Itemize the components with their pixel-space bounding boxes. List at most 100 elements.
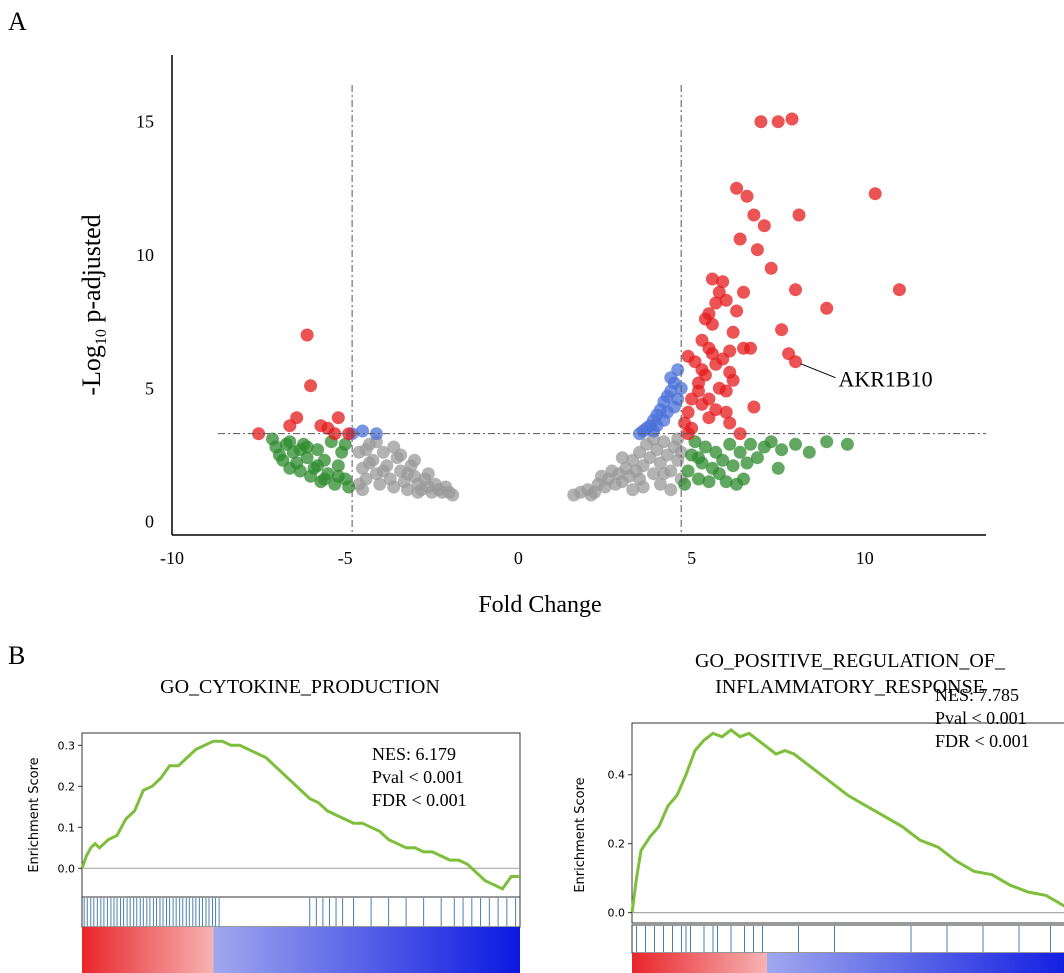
point-not-significant bbox=[376, 445, 390, 459]
point-not-significant bbox=[376, 464, 390, 478]
gsea-axes-frame bbox=[631, 722, 1064, 924]
annotation-leader-line bbox=[800, 363, 836, 379]
point-near-threshold bbox=[664, 371, 678, 385]
point-fold-change-only bbox=[681, 464, 695, 478]
x-tick-label: -5 bbox=[338, 548, 353, 568]
point-not-significant bbox=[401, 483, 414, 497]
point-significant bbox=[702, 392, 716, 406]
point-significant bbox=[681, 405, 695, 419]
nes-text: NES: 7.785 bbox=[935, 685, 1019, 705]
point-not-significant bbox=[664, 483, 678, 497]
point-significant bbox=[789, 355, 802, 369]
point-fold-change-only bbox=[702, 475, 716, 489]
x-axis-label: Fold Change bbox=[478, 592, 601, 618]
point-significant bbox=[747, 400, 761, 414]
point-not-significant bbox=[615, 451, 629, 465]
point-significant bbox=[730, 304, 744, 318]
rank-colorbar bbox=[632, 953, 1064, 973]
gsea-axes-frame bbox=[81, 732, 521, 898]
point-not-significant bbox=[605, 464, 619, 478]
hit-strip bbox=[631, 924, 1064, 954]
point-significant bbox=[785, 112, 799, 126]
point-not-significant bbox=[373, 477, 387, 491]
gsea-title-inflammatory-line1: GO_POSITIVE_REGULATION_OF_ bbox=[695, 650, 1006, 672]
gsea-plot-inflammatory: GO_POSITIVE_REGULATION_OF_ INFLAMMATORY_… bbox=[573, 650, 1064, 973]
point-near-threshold bbox=[647, 424, 660, 438]
y-tick-label: 10 bbox=[136, 245, 154, 265]
point-not-significant bbox=[446, 488, 460, 502]
volcano-tick-labels: -10 -5 0 5 10 0 5 10 15 bbox=[136, 112, 874, 568]
point-significant bbox=[300, 328, 314, 342]
point-significant bbox=[723, 416, 737, 430]
point-significant bbox=[733, 427, 747, 441]
point-significant bbox=[705, 272, 719, 286]
point-fold-change-only bbox=[719, 475, 733, 489]
point-significant bbox=[868, 187, 882, 201]
gsea-plot-cytokine: GO_CYTOKINE_PRODUCTION 0.0 0.1 0.2 0.3 Enri… bbox=[27, 676, 521, 973]
point-significant bbox=[719, 405, 733, 419]
point-significant bbox=[304, 379, 318, 393]
gsea-y-axis-label: Enrichment Score bbox=[573, 777, 588, 892]
point-significant bbox=[290, 411, 304, 425]
panel-label-a: A bbox=[8, 7, 27, 36]
point-significant bbox=[892, 283, 906, 297]
y-tick-label: 0.2 bbox=[58, 780, 76, 793]
point-fold-change-only bbox=[723, 437, 737, 451]
panel-label-b: B bbox=[8, 641, 25, 670]
point-not-significant bbox=[387, 440, 401, 454]
point-significant bbox=[754, 115, 768, 129]
point-fold-change-only bbox=[293, 464, 307, 478]
y-tick-label: 0.1 bbox=[58, 821, 76, 834]
point-not-significant bbox=[411, 485, 425, 499]
point-significant bbox=[757, 219, 771, 233]
point-near-threshold bbox=[369, 427, 383, 441]
point-significant bbox=[744, 341, 757, 355]
point-fold-change-only bbox=[726, 459, 740, 473]
point-fold-change-only bbox=[300, 440, 314, 454]
point-significant bbox=[750, 243, 764, 257]
point-not-significant bbox=[362, 456, 376, 470]
point-fold-change-only bbox=[840, 437, 854, 451]
point-fold-change-only bbox=[331, 469, 345, 483]
point-significant bbox=[716, 352, 730, 366]
enrichment-score-line bbox=[630, 728, 1064, 913]
gsea-title-cytokine: GO_CYTOKINE_PRODUCTION bbox=[160, 676, 440, 698]
y-tick-label: 0.4 bbox=[608, 769, 626, 782]
point-not-significant bbox=[421, 467, 435, 481]
point-not-significant bbox=[595, 469, 608, 483]
y-tick-label: 0.0 bbox=[608, 907, 626, 920]
hit-strip bbox=[81, 896, 521, 928]
y-axis-label-main: -Log bbox=[77, 345, 106, 396]
point-not-significant bbox=[408, 453, 421, 467]
fdr-text: FDR < 0.001 bbox=[935, 731, 1030, 751]
point-significant bbox=[716, 275, 730, 289]
point-significant bbox=[709, 296, 723, 310]
point-fold-change-only bbox=[678, 477, 692, 491]
x-tick-label: 5 bbox=[687, 548, 696, 568]
point-significant bbox=[726, 325, 740, 339]
point-fold-change-only bbox=[740, 456, 754, 470]
point-not-significant bbox=[653, 477, 667, 491]
point-significant bbox=[771, 115, 785, 129]
point-not-significant bbox=[633, 472, 647, 486]
x-tick-label: 10 bbox=[856, 548, 874, 568]
point-fold-change-only bbox=[771, 461, 785, 475]
gsea-y-ticks: 0.0 0.2 0.4 bbox=[608, 769, 632, 920]
point-significant bbox=[695, 363, 709, 377]
y-tick-label: 0.2 bbox=[608, 838, 626, 851]
point-significant bbox=[692, 384, 705, 398]
point-not-significant bbox=[401, 467, 414, 481]
point-fold-change-only bbox=[733, 445, 747, 459]
point-not-significant bbox=[387, 480, 401, 494]
pval-text: Pval < 0.001 bbox=[935, 708, 1027, 728]
point-fold-change-only bbox=[311, 459, 324, 473]
y-axis-label-subscript: 10 bbox=[93, 329, 110, 345]
gene-hit-marks bbox=[636, 926, 1051, 952]
point-fold-change-only bbox=[692, 451, 705, 465]
y-tick-label: 0.0 bbox=[58, 862, 76, 875]
point-significant bbox=[775, 323, 789, 337]
point-fold-change-only bbox=[317, 472, 331, 486]
point-significant bbox=[709, 403, 723, 417]
point-significant bbox=[737, 285, 750, 299]
